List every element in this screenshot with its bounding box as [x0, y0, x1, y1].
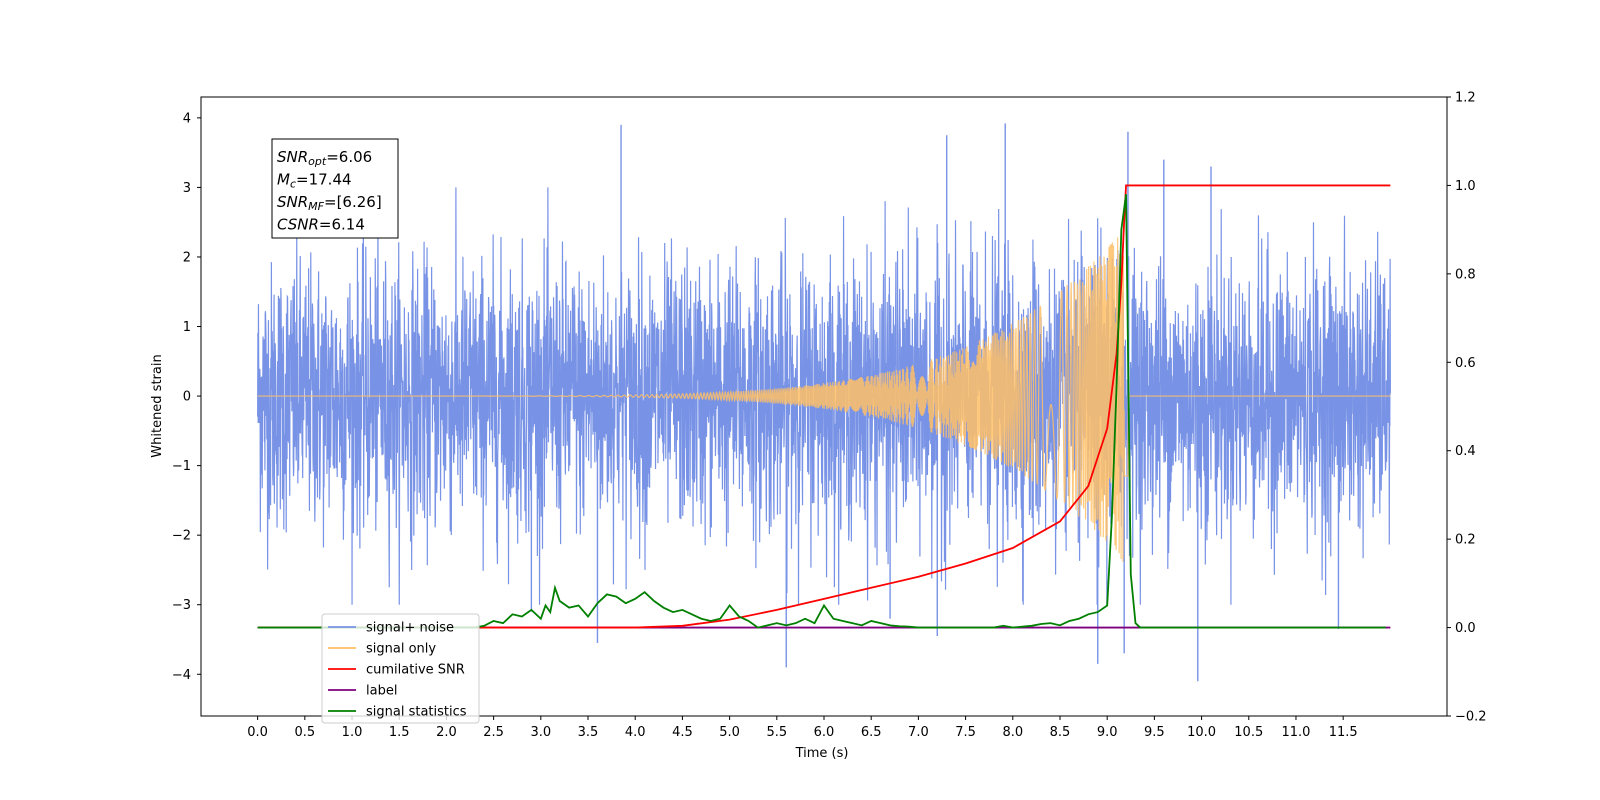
x-tick-label: 10.5 [1234, 725, 1263, 740]
x-tick-label: 5.5 [766, 725, 787, 740]
y-left-tick-label: 2 [183, 250, 191, 265]
y-right-tick-label: 0.2 [1455, 533, 1476, 548]
x-tick-label: 0.0 [247, 725, 268, 740]
x-tick-label: 10.0 [1187, 725, 1216, 740]
x-tick-label: 1.5 [389, 725, 410, 740]
legend-entry-label: label [366, 684, 397, 699]
x-tick-label: 2.0 [436, 725, 457, 740]
legend-entry-label: signal+ noise [366, 621, 454, 636]
x-tick-label: 8.5 [1050, 725, 1071, 740]
y-left-tick-label: −2 [172, 529, 191, 544]
x-tick-label: 7.0 [908, 725, 929, 740]
y-right-tick-label: 0.8 [1455, 267, 1476, 282]
y-left-tick-label: −4 [172, 668, 191, 683]
x-tick-label: 1.0 [342, 725, 363, 740]
series-signal-statistics-line [257, 194, 1386, 629]
y-right-tick-label: −0.2 [1455, 710, 1487, 725]
x-tick-label: 8.0 [1002, 725, 1023, 740]
x-tick-label: 7.5 [955, 725, 976, 740]
y-left-tick-label: 3 [183, 181, 191, 196]
y-left-tick-label: −1 [172, 459, 191, 474]
plot-area [257, 123, 1391, 682]
y-axis-right: 1.2 1.0 0.8 0.6 0.4 0.2 0.0 −0.2 [1447, 91, 1487, 725]
y-right-tick-label: 0.6 [1455, 356, 1476, 371]
annotation-line: CSNR=6.14 [277, 216, 365, 234]
y-right-tick-label: 0.0 [1455, 621, 1476, 636]
y-right-tick-label: 0.4 [1455, 444, 1476, 459]
legend-frame [321, 613, 480, 724]
x-axis-label: Time (s) [795, 746, 849, 761]
annotation-line: SNRMF=[6.26] [277, 193, 382, 213]
x-tick-label: 5.0 [719, 725, 740, 740]
x-tick-label: 11.5 [1329, 725, 1358, 740]
y-left-tick-label: 1 [183, 320, 191, 335]
x-tick-label: 3.5 [578, 725, 599, 740]
y-right-tick-label: 1.2 [1455, 91, 1476, 106]
x-tick-label: 11.0 [1281, 725, 1310, 740]
annotation-line: SNRopt=6.06 [277, 148, 372, 168]
y-left-tick-label: 0 [183, 390, 191, 405]
x-tick-label: 4.5 [672, 725, 693, 740]
legend-entry-label: cumilative SNR [366, 663, 465, 678]
x-tick-label: 9.5 [1144, 725, 1165, 740]
y-left-tick-label: −3 [172, 598, 191, 613]
x-tick-label: 3.0 [530, 725, 551, 740]
y-axis-label: Whitened strain [150, 354, 165, 457]
annotation-line: Mc=17.44 [277, 171, 352, 191]
legend-entry-label: signal only [366, 642, 436, 657]
annotation-frame [271, 138, 399, 239]
x-tick-label: 9.0 [1097, 725, 1118, 740]
x-tick-label: 6.0 [814, 725, 835, 740]
series-signal-noise-line [257, 187, 1391, 605]
y-axis-left: 4 3 2 1 0 −1 −2 −3 −4 [172, 111, 201, 683]
x-tick-label: 4.0 [625, 725, 646, 740]
x-tick-label: 2.5 [483, 725, 504, 740]
x-tick-label: 0.5 [294, 725, 315, 740]
series-signal-only-line [257, 237, 1391, 562]
y-right-tick-label: 1.0 [1455, 179, 1476, 194]
y-left-tick-label: 4 [183, 111, 191, 126]
series-cumulative-snr-line [257, 184, 1391, 629]
x-axis: 0.0 0.5 1.0 1.5 2.0 2.5 3.0 3.5 4.0 4.5 5.0 5.5 6.0 6… [247, 716, 1358, 740]
legend: signal+ noise signal only cumilative SNR la… [321, 613, 480, 724]
legend-entry-label: signal statistics [366, 705, 467, 720]
x-tick-label: 6.5 [861, 725, 882, 740]
